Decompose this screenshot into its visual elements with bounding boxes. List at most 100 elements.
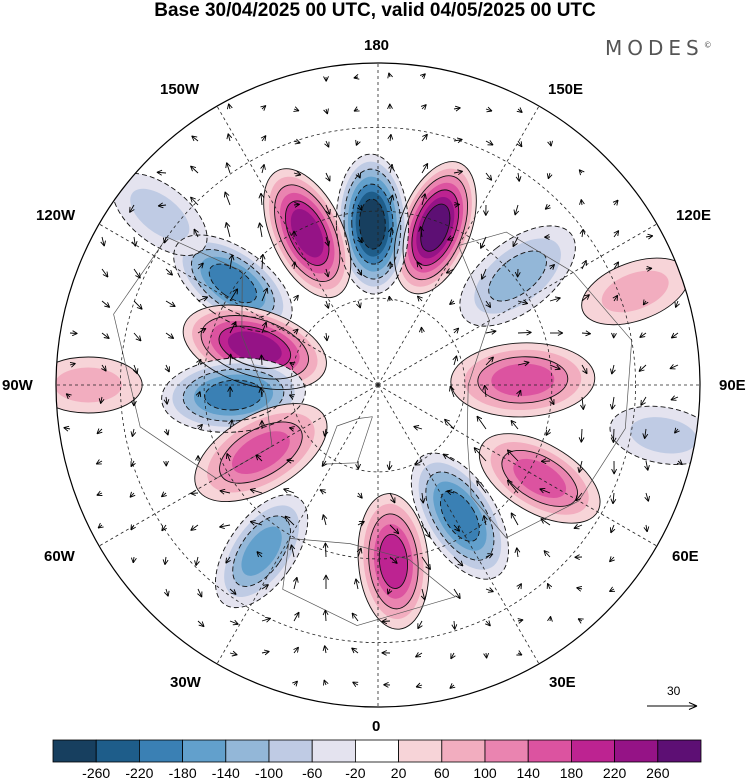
wind-vector-arrow [485, 620, 491, 627]
meridian-line [213, 100, 379, 386]
wind-vector-arrow [356, 268, 363, 276]
wind-vector-arrow [356, 204, 363, 211]
wind-vector-arrow [225, 162, 231, 174]
wind-vector-arrow [485, 300, 492, 308]
anomaly-centre [215, 494, 308, 608]
wind-vector-arrow [387, 72, 393, 79]
wind-vector-arrow [289, 426, 295, 432]
wind-vector-arrow [288, 394, 295, 400]
colorbar-tick-label: 60 [434, 765, 450, 781]
wind-vector-arrow [190, 524, 199, 531]
wind-vector-arrow [69, 330, 78, 337]
anomaly-centre [263, 168, 351, 298]
wind-vector-arrow [506, 479, 519, 494]
wind-vector-arrow [644, 460, 650, 471]
reference-vector-label: 30 [667, 684, 681, 698]
wind-vector-arrow [133, 300, 143, 310]
wind-vector-arrow [452, 355, 459, 366]
wind-vector-arrow [194, 556, 200, 566]
wind-vector-arrow [413, 425, 423, 431]
colorbar-swatch [139, 739, 184, 763]
wind-vector-arrow [258, 192, 265, 206]
wind-vector-arrow [228, 419, 234, 430]
colorbar-tick-label: 20 [390, 765, 407, 781]
colorbar-swatch [95, 739, 140, 763]
modes-logo: MODES© [605, 36, 712, 60]
wind-vector-arrow [642, 299, 649, 306]
wind-vector-arrow [544, 234, 551, 240]
wind-vector-arrow [642, 428, 649, 439]
wind-vector-arrow [388, 194, 395, 206]
lon-label-0: 0 [372, 718, 381, 735]
wind-vector-arrow [293, 646, 299, 654]
wind-vector-arrow [225, 556, 231, 564]
wind-vector-arrow [482, 204, 489, 216]
wind-vector-arrow [229, 588, 237, 595]
graticule [56, 63, 700, 707]
wind-vector-arrow [611, 460, 618, 475]
wind-vector-arrow [323, 76, 329, 82]
wind-vector-arrow [545, 428, 551, 436]
wind-vector-arrow [355, 139, 361, 146]
wind-vector-arrow [516, 650, 523, 656]
wind-vector-arrow [227, 386, 234, 398]
wind-vector-arrow [449, 683, 456, 689]
wind-vector-arrow [581, 259, 587, 270]
wind-vector-arrow [609, 524, 616, 534]
wind-vector-arrow [415, 682, 423, 689]
wind-vector-arrow [130, 460, 136, 468]
reference-vector-arrow [647, 702, 698, 710]
wind-vector-arrow [387, 133, 394, 142]
wind-vector-arrow [357, 492, 363, 499]
wind-vector-arrow [164, 364, 170, 373]
wind-vector-arrow [197, 327, 207, 334]
wind-vector-arrow [259, 253, 266, 270]
wind-vector-arrow [223, 191, 231, 206]
wind-vector-arrow [421, 556, 431, 570]
wind-vector-arrow [611, 332, 617, 339]
wind-vector-arrow [485, 106, 493, 113]
wind-vector-arrow [225, 453, 232, 462]
colorbar-swatch [354, 739, 399, 763]
wind-vector-arrow [514, 547, 521, 558]
wind-vector-arrow [324, 268, 330, 278]
wind-vector-arrow [321, 514, 328, 526]
wind-vector-arrow [674, 427, 680, 434]
wind-vector-arrow [480, 236, 487, 249]
wind-vector-arrow [386, 460, 393, 471]
wind-vector-arrow [447, 235, 455, 241]
wind-vector-arrow [453, 137, 463, 144]
landmass-outline [458, 231, 633, 539]
wind-vector-arrow [292, 680, 298, 687]
wind-vector-arrow [670, 395, 679, 401]
wind-vector-arrow [480, 268, 487, 280]
wind-vector-arrow [579, 199, 585, 206]
wind-vector-arrow [101, 268, 109, 278]
wind-vector-arrow [609, 396, 616, 410]
wind-vector-arrow [580, 396, 586, 410]
wind-vector-arrow [227, 353, 234, 366]
map-boundary [55, 62, 701, 708]
wind-vector-arrow [293, 201, 300, 208]
wind-vector-arrow [357, 236, 363, 244]
wind-vector-arrow [97, 522, 104, 529]
wind-vector-arrow [322, 428, 329, 437]
wind-vector-arrow [540, 458, 551, 465]
brand-text: MODES [605, 36, 704, 60]
wind-vector-arrow [283, 487, 295, 494]
anomaly-centre [394, 161, 477, 294]
colorbar-swatch [484, 739, 529, 763]
wind-vector-arrow [516, 140, 523, 148]
wind-vector-arrow [516, 107, 523, 113]
wind-vector-arrow [517, 360, 530, 367]
wind-vector-arrow [416, 261, 423, 270]
wind-vector-arrow [195, 391, 202, 398]
lon-label-30w: 30W [170, 674, 201, 691]
colorbar-swatch [571, 739, 616, 763]
latitude-circle [119, 126, 637, 644]
wind-vector-arrow [324, 140, 330, 148]
wind-vector-arrow [547, 140, 553, 147]
anomaly-centre [581, 258, 689, 325]
wind-vector-arrow [549, 263, 556, 270]
anomaly-contours [56, 153, 700, 630]
